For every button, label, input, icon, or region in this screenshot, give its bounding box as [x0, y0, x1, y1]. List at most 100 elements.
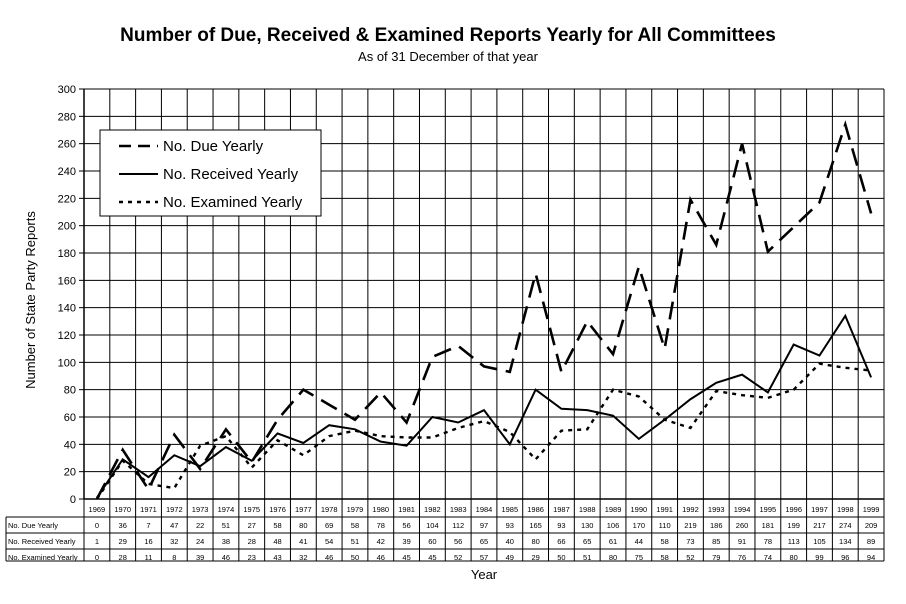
table-cell-value: 51 — [583, 553, 591, 562]
table-cell-value: 75 — [635, 553, 643, 562]
y-tick-label: 140 — [58, 303, 76, 315]
table-cell-value: 27 — [248, 521, 256, 530]
x-tick-label: 1973 — [192, 505, 209, 514]
x-tick-label: 1972 — [166, 505, 183, 514]
table-cell-value: 32 — [299, 553, 307, 562]
table-cell-value: 52 — [686, 553, 694, 562]
table-cell-value: 66 — [557, 537, 565, 546]
table-cell-value: 274 — [839, 521, 852, 530]
table-cell-value: 51 — [222, 521, 230, 530]
x-tick-label: 1984 — [476, 505, 493, 514]
y-tick-label: 180 — [58, 248, 76, 260]
table-cell-value: 16 — [144, 537, 152, 546]
table-cell-value: 93 — [557, 521, 565, 530]
table-row-label: No. Due Yearly — [8, 521, 58, 530]
table-cell-value: 80 — [299, 521, 307, 530]
x-tick-label: 1978 — [321, 505, 338, 514]
y-tick-label: 20 — [64, 467, 76, 479]
y-tick-label: 160 — [58, 275, 76, 287]
x-tick-label: 1983 — [450, 505, 467, 514]
legend-label: No. Examined Yearly — [163, 194, 303, 211]
table-row-label: No. Examined Yearly — [8, 553, 78, 562]
table-cell-value: 76 — [738, 553, 746, 562]
chart-subtitle: As of 31 December of that year — [358, 49, 539, 64]
x-tick-label: 1990 — [630, 505, 647, 514]
table-cell-value: 28 — [119, 553, 127, 562]
x-tick-label: 1982 — [424, 505, 441, 514]
table-cell-value: 106 — [607, 521, 620, 530]
table-row-label: No. Received Yearly — [8, 537, 76, 546]
x-tick-label: 1995 — [760, 505, 777, 514]
table-cell-value: 89 — [867, 537, 875, 546]
table-cell-value: 60 — [428, 537, 436, 546]
x-tick-label: 1977 — [295, 505, 312, 514]
table-cell-value: 91 — [738, 537, 746, 546]
table-cell-value: 1 — [95, 537, 99, 546]
table-cell-value: 54 — [325, 537, 333, 546]
table-cell-value: 45 — [402, 553, 410, 562]
table-cell-value: 165 — [529, 521, 542, 530]
x-tick-label: 1975 — [243, 505, 260, 514]
table-cell-value: 56 — [402, 521, 410, 530]
series-lines — [95, 120, 873, 500]
table-cell-value: 217 — [813, 521, 826, 530]
table-cell-value: 93 — [506, 521, 514, 530]
table-cell-value: 57 — [480, 553, 488, 562]
table-cell-value: 99 — [815, 553, 823, 562]
x-tick-label: 1986 — [527, 505, 544, 514]
table-cell-value: 41 — [299, 537, 307, 546]
x-tick-label: 1996 — [785, 505, 802, 514]
x-tick-label: 1969 — [89, 505, 106, 514]
x-tick-label: 1985 — [501, 505, 518, 514]
y-tick-label: 280 — [58, 111, 76, 123]
table-cell-value: 24 — [196, 537, 204, 546]
table-cell-value: 80 — [790, 553, 798, 562]
chart-title: Number of Due, Received & Examined Repor… — [120, 25, 776, 46]
y-tick-label: 200 — [58, 221, 76, 233]
table-cell-value: 29 — [531, 553, 539, 562]
table-cell-value: 39 — [196, 553, 204, 562]
table-cell-value: 97 — [480, 521, 488, 530]
x-tick-label: 1998 — [837, 505, 854, 514]
y-tick-label: 300 — [58, 84, 76, 96]
x-tick-label: 1974 — [218, 505, 235, 514]
table-cell-value: 38 — [222, 537, 230, 546]
table-cell-value: 44 — [635, 537, 643, 546]
y-tick-label: 220 — [58, 193, 76, 205]
table-cell-value: 130 — [581, 521, 594, 530]
table-cell-value: 28 — [248, 537, 256, 546]
table-cell-value: 56 — [454, 537, 462, 546]
x-tick-label: 1994 — [734, 505, 751, 514]
legend-label: No. Due Yearly — [163, 138, 264, 155]
x-axis-label: Year — [471, 567, 498, 582]
table-cell-value: 105 — [813, 537, 826, 546]
table-cell-value: 96 — [841, 553, 849, 562]
table-cell-value: 40 — [506, 537, 514, 546]
table-cell-value: 260 — [736, 521, 749, 530]
y-tick-label: 100 — [58, 357, 76, 369]
x-tick-label: 1971 — [140, 505, 157, 514]
table-cell-value: 74 — [764, 553, 772, 562]
x-tick-label: 1981 — [398, 505, 415, 514]
table-cell-value: 22 — [196, 521, 204, 530]
y-tick-label: 60 — [64, 412, 76, 424]
y-tick-label: 40 — [64, 439, 76, 451]
table-cell-value: 85 — [712, 537, 720, 546]
legend-label: No. Received Yearly — [163, 166, 299, 183]
table-cell-value: 48 — [273, 537, 281, 546]
table-cell-value: 78 — [377, 521, 385, 530]
table-cell-value: 134 — [839, 537, 852, 546]
table-cell-value: 46 — [222, 553, 230, 562]
table-cell-value: 42 — [377, 537, 385, 546]
table-cell-value: 46 — [325, 553, 333, 562]
table-cell-value: 199 — [787, 521, 800, 530]
y-tick-label: 260 — [58, 139, 76, 151]
table-cell-value: 46 — [377, 553, 385, 562]
table-cell-value: 79 — [712, 553, 720, 562]
y-axis-label: Number of State Party Reports — [23, 211, 38, 389]
table-cell-value: 51 — [351, 537, 359, 546]
table-cell-value: 73 — [686, 537, 694, 546]
table-cell-value: 209 — [865, 521, 878, 530]
